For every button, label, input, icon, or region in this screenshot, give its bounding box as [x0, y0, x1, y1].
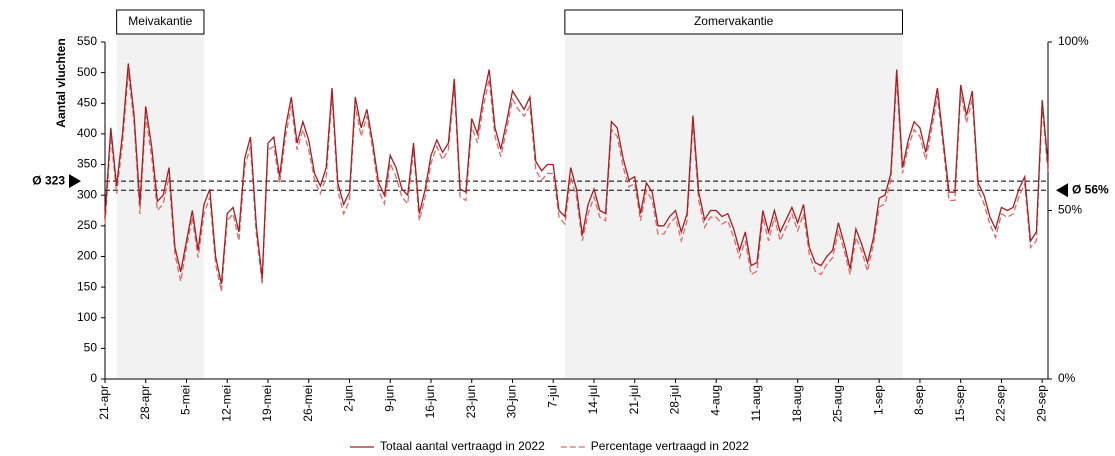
x-tick-label: 21-jul [627, 385, 641, 414]
series-line [104, 72, 1049, 292]
y-tick-label: 100 [77, 310, 97, 324]
y-axis-label: Aantal vluchten [54, 38, 68, 127]
x-tick-label: 4-aug [708, 385, 722, 416]
y-tick-label: 300 [77, 187, 97, 201]
y-tick-label: 50 [84, 341, 98, 355]
x-tick-label: 16-jun [423, 385, 437, 418]
y2-tick-label: 0% [1058, 371, 1076, 385]
x-tick-label: 28-apr [138, 385, 152, 420]
x-tick-label: 21-apr [97, 385, 111, 420]
y2-tick-label: 100% [1058, 34, 1089, 48]
y-tick-label: 550 [77, 34, 97, 48]
x-tick-label: 12-mei [219, 385, 233, 422]
period-shade [116, 10, 204, 379]
series-line [104, 63, 1049, 285]
x-tick-label: 28-jul [668, 385, 682, 414]
x-tick-label: 30-jun [505, 385, 519, 418]
y-tick-label: 0 [90, 371, 97, 385]
x-tick-label: 9-jun [382, 385, 396, 412]
period-box [564, 9, 903, 35]
y-tick-label: 350 [77, 157, 97, 171]
x-tick-label: 26-mei [301, 385, 315, 422]
y-tick-label: 250 [77, 218, 97, 232]
x-tick-label: 25-aug [831, 385, 845, 422]
x-tick-label: 22-sep [994, 385, 1008, 422]
x-tick-label: 8-sep [912, 385, 926, 415]
y-tick-label: 500 [77, 65, 97, 79]
legend-label: Totaal aantal vertraagd in 2022 [380, 439, 545, 453]
x-tick-label: 2-jun [342, 385, 356, 412]
period-label: Zomervakantie [694, 14, 774, 28]
x-tick-label: 29-sep [1034, 385, 1048, 422]
y-tick-label: 400 [77, 126, 97, 140]
y-tick-label: 200 [77, 249, 97, 263]
x-tick-label: 18-aug [790, 385, 804, 422]
x-tick-label: 23-jun [464, 385, 478, 418]
x-tick-label: 1-sep [871, 385, 885, 415]
y-tick-label: 150 [77, 279, 97, 293]
average-label: Ø 56% [1072, 182, 1109, 196]
average-marker [69, 174, 81, 189]
x-tick-label: 5-mei [179, 385, 193, 415]
period-label: Meivakantie [128, 14, 192, 28]
x-tick-label: 7-jul [545, 385, 559, 408]
y2-tick-label: 50% [1058, 203, 1082, 217]
average-marker [1056, 183, 1068, 198]
period-shade [564, 10, 903, 379]
x-tick-label: 14-jul [586, 385, 600, 414]
period-box [116, 9, 205, 35]
average-label: Ø 323 [32, 173, 65, 187]
x-tick-label: 19-mei [260, 385, 274, 422]
legend-label: Percentage vertraagd in 2022 [591, 439, 749, 453]
x-tick-label: 11-aug [749, 385, 763, 421]
y-tick-label: 450 [77, 95, 97, 109]
x-tick-label: 15-sep [953, 385, 967, 422]
